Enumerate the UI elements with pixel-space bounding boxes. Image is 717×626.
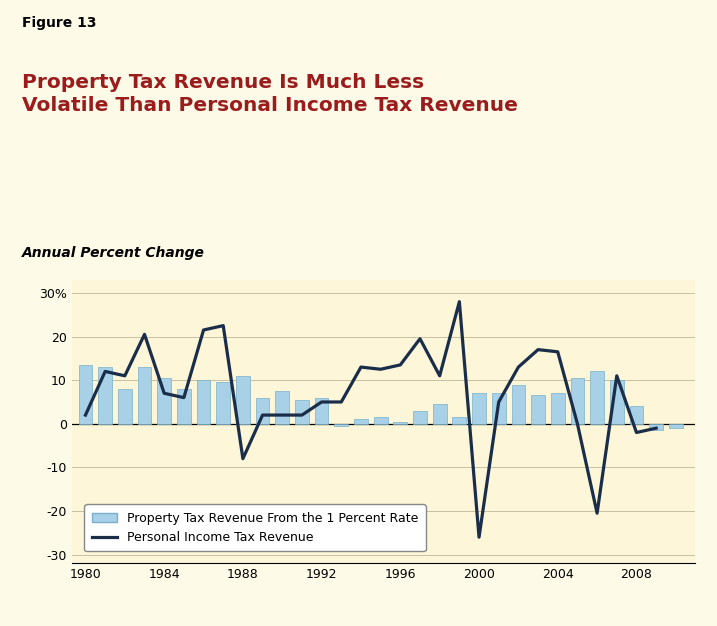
- Bar: [354, 419, 368, 424]
- Bar: [177, 389, 191, 424]
- Bar: [511, 384, 526, 424]
- Bar: [295, 400, 309, 424]
- Bar: [473, 393, 486, 424]
- Bar: [669, 424, 683, 428]
- Bar: [217, 382, 230, 424]
- Bar: [590, 371, 604, 424]
- Bar: [650, 424, 663, 430]
- Text: Annual Percent Change: Annual Percent Change: [22, 246, 204, 260]
- Bar: [413, 411, 427, 424]
- Bar: [492, 393, 505, 424]
- Bar: [334, 424, 348, 426]
- Bar: [236, 376, 250, 424]
- Bar: [98, 367, 112, 424]
- Bar: [452, 418, 466, 424]
- Bar: [374, 418, 387, 424]
- Legend: Property Tax Revenue From the 1 Percent Rate, Personal Income Tax Revenue: Property Tax Revenue From the 1 Percent …: [84, 504, 426, 552]
- Bar: [551, 393, 564, 424]
- Bar: [531, 396, 545, 424]
- Bar: [275, 391, 289, 424]
- Text: Figure 13: Figure 13: [22, 16, 96, 30]
- Bar: [79, 365, 92, 424]
- Bar: [610, 380, 624, 424]
- Bar: [630, 406, 643, 424]
- Bar: [157, 378, 171, 424]
- Bar: [256, 398, 270, 424]
- Bar: [315, 398, 328, 424]
- Bar: [118, 389, 132, 424]
- Bar: [196, 380, 210, 424]
- Bar: [433, 404, 447, 424]
- Bar: [138, 367, 151, 424]
- Text: Property Tax Revenue Is Much Less
Volatile Than Personal Income Tax Revenue: Property Tax Revenue Is Much Less Volati…: [22, 73, 518, 115]
- Bar: [571, 378, 584, 424]
- Bar: [394, 422, 407, 424]
